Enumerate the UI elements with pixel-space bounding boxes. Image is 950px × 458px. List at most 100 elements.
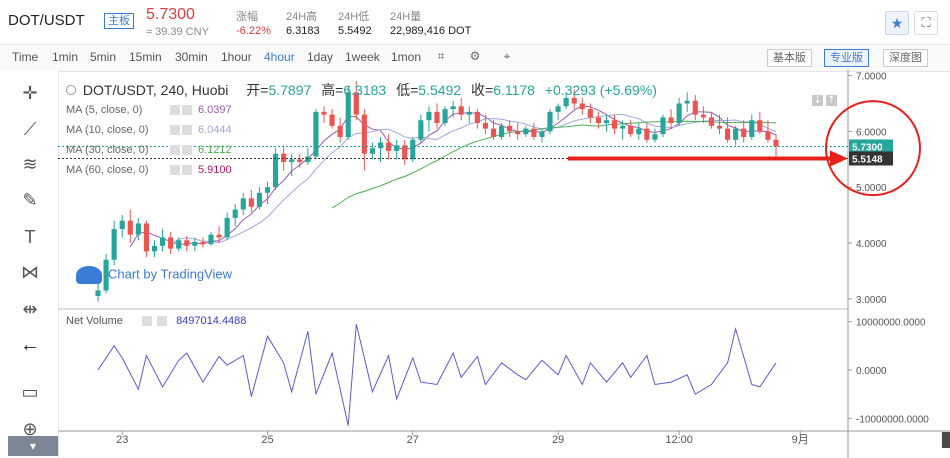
ma-value: 5.9100 bbox=[198, 164, 232, 176]
back-arrow-icon[interactable]: ← bbox=[20, 334, 40, 356]
timeframe-1week[interactable]: 1week bbox=[345, 50, 380, 64]
candle-body bbox=[466, 111, 472, 115]
view-depth-button[interactable]: 深度图 bbox=[883, 49, 928, 67]
candle-body bbox=[281, 153, 287, 163]
timeframe-1hour[interactable]: 1hour bbox=[221, 50, 252, 64]
volume-legend-label: Net Volume bbox=[66, 315, 123, 327]
view-basic-button[interactable]: 基本版 bbox=[767, 49, 812, 67]
legend-dot-icon bbox=[66, 85, 76, 95]
ma-close-icon[interactable] bbox=[182, 125, 192, 136]
candle-body bbox=[668, 117, 674, 124]
price-chart[interactable]: 7.0000 6.0000 5.0000 4.0000 3.0000 10000000.0… bbox=[58, 70, 950, 458]
candle-body bbox=[321, 111, 327, 115]
candle-body bbox=[555, 106, 561, 112]
ma-settings-icon[interactable] bbox=[170, 145, 180, 156]
symbol-name[interactable]: DOT/USDT bbox=[8, 12, 85, 29]
candle-body bbox=[402, 145, 408, 160]
grid-lines bbox=[58, 70, 950, 458]
crosshair-icon[interactable]: ✛ bbox=[22, 83, 38, 103]
time-tick-label: 12:00 bbox=[665, 434, 693, 446]
ma-settings-icon[interactable] bbox=[170, 125, 180, 136]
volume-close-icon[interactable] bbox=[157, 316, 167, 327]
watermark-text: Chart by TradingView bbox=[108, 266, 233, 282]
chart-legend: DOT/USDT, 240, Huobi 开=5.7897 高=6.3183 低… bbox=[66, 80, 657, 179]
candle-body bbox=[490, 128, 497, 137]
candle-body bbox=[240, 198, 246, 210]
ma-settings-icon[interactable] bbox=[170, 165, 180, 176]
ma-label: MA (30, close, 0) bbox=[66, 144, 149, 156]
volume-settings-icon[interactable] bbox=[141, 316, 152, 327]
candle-body bbox=[410, 139, 416, 160]
settings-gear-icon[interactable]: ⚙ bbox=[469, 49, 481, 63]
ma-label: MA (60, close, 0) bbox=[66, 164, 149, 176]
fib-icon[interactable]: ≋ bbox=[22, 154, 38, 174]
candle-body bbox=[232, 209, 238, 218]
candle-body bbox=[620, 125, 626, 129]
candle-body bbox=[547, 111, 553, 132]
candle-body bbox=[692, 100, 698, 115]
price-label-bg bbox=[849, 151, 893, 166]
view-pro-button[interactable]: 专业版 bbox=[824, 49, 869, 67]
pattern-icon[interactable]: ⋈ bbox=[21, 262, 39, 282]
candle-body bbox=[176, 240, 182, 249]
scale-up-icon[interactable]: ⇡ bbox=[825, 95, 837, 106]
candle-body bbox=[765, 131, 771, 140]
brush-icon[interactable]: ✎ bbox=[22, 190, 38, 210]
candle-body bbox=[143, 223, 149, 252]
collapse-icon[interactable]: ▾ bbox=[8, 436, 58, 456]
candle-body bbox=[273, 153, 279, 188]
volume-tick-label: 10000000.0000 bbox=[856, 318, 926, 329]
candles bbox=[95, 81, 779, 302]
timeframe-1min[interactable]: 1min bbox=[52, 50, 79, 64]
price-tick-label: 3.0000 bbox=[856, 295, 887, 306]
text-icon[interactable]: T bbox=[24, 227, 36, 247]
candle-body bbox=[216, 234, 222, 238]
screenshot-icon[interactable]: ⌖ bbox=[503, 49, 511, 63]
candle-body bbox=[127, 220, 133, 235]
candle-body bbox=[773, 139, 779, 147]
timeframe-30min[interactable]: 30min bbox=[175, 50, 208, 64]
ma-settings-icon[interactable] bbox=[170, 105, 180, 116]
candle-body bbox=[595, 117, 601, 124]
ma-legend-row: MA (5, close, 0) 6.0397 bbox=[66, 104, 626, 119]
zoom-icon[interactable]: ⊕ bbox=[22, 419, 38, 439]
favorite-star-icon[interactable]: ★ bbox=[885, 11, 909, 35]
ma-close-icon[interactable] bbox=[182, 165, 192, 176]
candle-body bbox=[103, 259, 109, 291]
measure-icon[interactable]: ⇹ bbox=[22, 299, 38, 319]
candle-body bbox=[95, 290, 101, 297]
timeframe-time[interactable]: Time bbox=[12, 50, 39, 64]
timeframe-15min[interactable]: 15min bbox=[129, 50, 162, 64]
scale-buttons: ⇣ ⇡ bbox=[812, 95, 837, 106]
ohlc-low-label: 低= bbox=[396, 82, 419, 98]
tradingview-watermark[interactable]: Chart by TradingView bbox=[76, 266, 232, 284]
timeframe-1mon[interactable]: 1mon bbox=[391, 50, 422, 64]
timeframe-5min[interactable]: 5min bbox=[90, 50, 117, 64]
scale-down-icon[interactable]: ⇣ bbox=[812, 95, 823, 106]
time-tick-label: 29 bbox=[552, 434, 564, 446]
candle-body bbox=[345, 92, 351, 137]
ma-close-icon[interactable] bbox=[182, 105, 192, 116]
candle-body bbox=[515, 131, 521, 135]
stat-label-volume: 24H量 bbox=[390, 11, 422, 23]
stat-label-change: 涨幅 bbox=[236, 11, 258, 23]
ma-30-line bbox=[331, 120, 777, 209]
price-label-text: 5.7300 bbox=[852, 142, 883, 153]
fullscreen-icon[interactable]: ⛶ bbox=[914, 11, 938, 35]
stat-value-high: 6.3183 bbox=[286, 25, 320, 37]
candle-body bbox=[474, 111, 480, 124]
timeframe-4hour[interactable]: 4hour bbox=[264, 50, 295, 64]
ruler-icon[interactable]: ▭ bbox=[21, 382, 39, 402]
timeframe-1day[interactable]: 1day bbox=[307, 50, 334, 64]
candle-body bbox=[151, 245, 158, 252]
candle-body bbox=[579, 103, 585, 110]
candle-body bbox=[224, 217, 230, 238]
candle-body bbox=[386, 142, 392, 151]
volume-tick-label: 0.0000 bbox=[856, 366, 887, 377]
candle-body bbox=[612, 120, 618, 129]
candle-body bbox=[450, 106, 456, 110]
chart-style-icon[interactable]: ⌗ bbox=[437, 49, 445, 63]
trend-line-icon[interactable]: ⟋ bbox=[23, 119, 37, 139]
ma-close-icon[interactable] bbox=[182, 145, 192, 156]
ma-legend-row: MA (10, close, 0) 6.0444 bbox=[66, 124, 626, 139]
